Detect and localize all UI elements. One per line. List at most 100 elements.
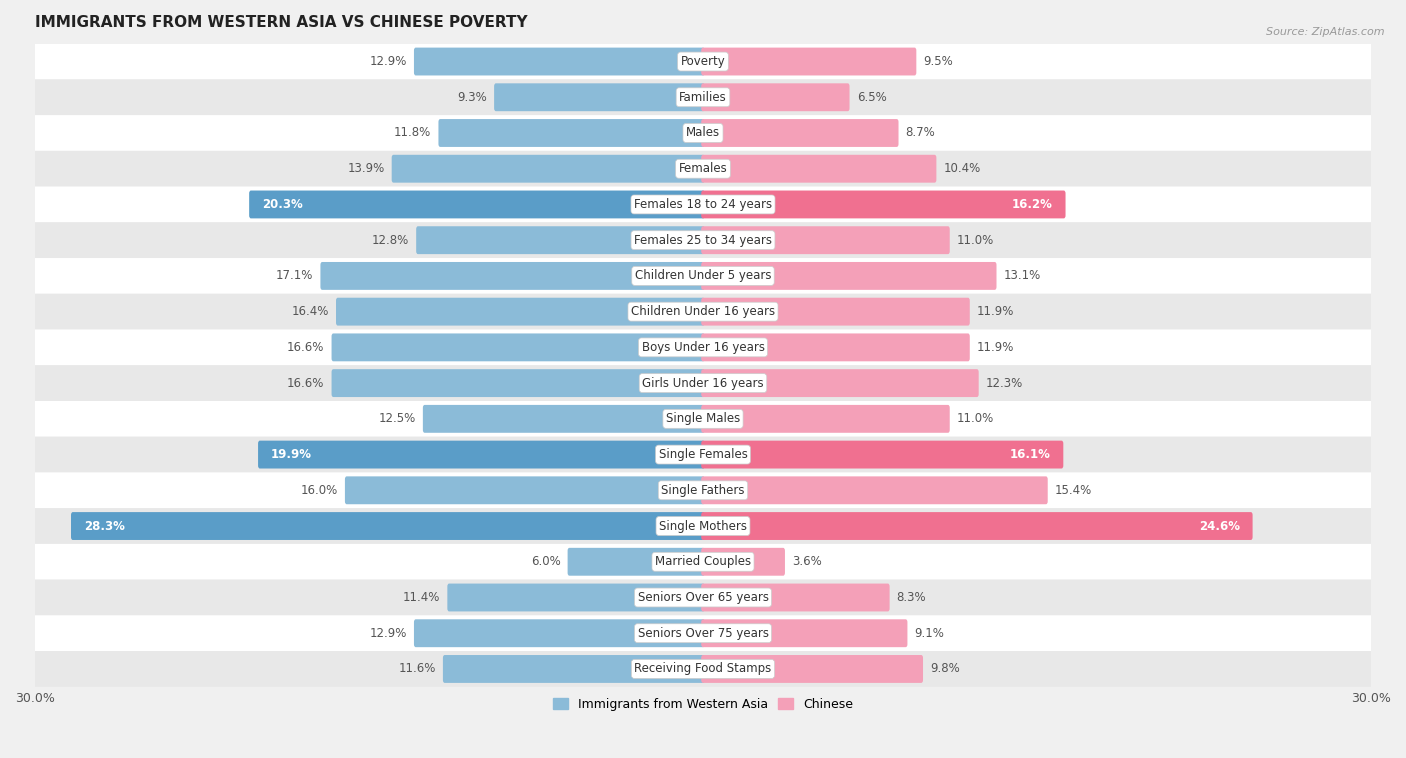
FancyBboxPatch shape [702,619,907,647]
Text: Single Fathers: Single Fathers [661,484,745,496]
Text: Females: Females [679,162,727,175]
FancyBboxPatch shape [35,186,1371,222]
FancyBboxPatch shape [702,405,949,433]
Text: 11.0%: 11.0% [957,233,994,246]
Text: 9.3%: 9.3% [457,91,486,104]
Text: 16.6%: 16.6% [287,377,325,390]
FancyBboxPatch shape [416,226,704,254]
Text: 16.6%: 16.6% [287,341,325,354]
Text: 11.9%: 11.9% [977,305,1014,318]
Text: 9.1%: 9.1% [914,627,945,640]
FancyBboxPatch shape [332,369,704,397]
FancyBboxPatch shape [702,119,898,147]
FancyBboxPatch shape [702,655,922,683]
FancyBboxPatch shape [702,83,849,111]
Text: Source: ZipAtlas.com: Source: ZipAtlas.com [1267,27,1385,36]
FancyBboxPatch shape [494,83,704,111]
Text: 8.7%: 8.7% [905,127,935,139]
FancyBboxPatch shape [35,151,1371,186]
Text: 19.9%: 19.9% [271,448,312,461]
FancyBboxPatch shape [423,405,704,433]
Text: 13.1%: 13.1% [1004,269,1040,283]
FancyBboxPatch shape [702,48,917,76]
FancyBboxPatch shape [321,262,704,290]
Text: 12.3%: 12.3% [986,377,1024,390]
Text: 11.4%: 11.4% [404,591,440,604]
Text: Females 18 to 24 years: Females 18 to 24 years [634,198,772,211]
Text: Males: Males [686,127,720,139]
Text: 12.8%: 12.8% [371,233,409,246]
FancyBboxPatch shape [35,330,1371,365]
Text: Receiving Food Stamps: Receiving Food Stamps [634,662,772,675]
Text: 11.9%: 11.9% [977,341,1014,354]
Text: Children Under 16 years: Children Under 16 years [631,305,775,318]
FancyBboxPatch shape [35,222,1371,258]
Text: 9.5%: 9.5% [924,55,953,68]
FancyBboxPatch shape [702,190,1066,218]
FancyBboxPatch shape [413,48,704,76]
FancyBboxPatch shape [35,437,1371,472]
FancyBboxPatch shape [702,548,785,576]
FancyBboxPatch shape [336,298,704,326]
FancyBboxPatch shape [259,440,704,468]
FancyBboxPatch shape [702,262,997,290]
Text: Single Mothers: Single Mothers [659,519,747,533]
Text: Seniors Over 75 years: Seniors Over 75 years [637,627,769,640]
FancyBboxPatch shape [35,651,1371,687]
Text: 12.5%: 12.5% [378,412,416,425]
FancyBboxPatch shape [35,365,1371,401]
FancyBboxPatch shape [702,298,970,326]
Text: 13.9%: 13.9% [347,162,385,175]
Text: 6.5%: 6.5% [856,91,886,104]
Text: Children Under 5 years: Children Under 5 years [634,269,772,283]
FancyBboxPatch shape [72,512,704,540]
FancyBboxPatch shape [702,584,890,612]
FancyBboxPatch shape [35,115,1371,151]
FancyBboxPatch shape [702,226,949,254]
Text: 28.3%: 28.3% [84,519,125,533]
FancyBboxPatch shape [702,512,1253,540]
Text: 3.6%: 3.6% [792,556,823,568]
Text: Single Females: Single Females [658,448,748,461]
FancyBboxPatch shape [702,369,979,397]
FancyBboxPatch shape [249,190,704,218]
Text: 9.8%: 9.8% [931,662,960,675]
Text: 11.8%: 11.8% [394,127,432,139]
Text: Boys Under 16 years: Boys Under 16 years [641,341,765,354]
Text: 16.4%: 16.4% [291,305,329,318]
Text: 15.4%: 15.4% [1054,484,1092,496]
FancyBboxPatch shape [35,615,1371,651]
Text: Single Males: Single Males [666,412,740,425]
FancyBboxPatch shape [702,440,1063,468]
FancyBboxPatch shape [439,119,704,147]
Text: IMMIGRANTS FROM WESTERN ASIA VS CHINESE POVERTY: IMMIGRANTS FROM WESTERN ASIA VS CHINESE … [35,15,527,30]
FancyBboxPatch shape [447,584,704,612]
FancyBboxPatch shape [702,155,936,183]
Text: 12.9%: 12.9% [370,627,406,640]
FancyBboxPatch shape [702,334,970,362]
FancyBboxPatch shape [35,44,1371,80]
FancyBboxPatch shape [413,619,704,647]
FancyBboxPatch shape [344,476,704,504]
FancyBboxPatch shape [35,472,1371,508]
Text: 24.6%: 24.6% [1199,519,1240,533]
FancyBboxPatch shape [35,80,1371,115]
Text: Seniors Over 65 years: Seniors Over 65 years [637,591,769,604]
FancyBboxPatch shape [332,334,704,362]
FancyBboxPatch shape [392,155,704,183]
Text: Girls Under 16 years: Girls Under 16 years [643,377,763,390]
Text: 11.6%: 11.6% [398,662,436,675]
Text: 16.2%: 16.2% [1012,198,1053,211]
Text: 17.1%: 17.1% [276,269,314,283]
FancyBboxPatch shape [35,401,1371,437]
Text: 12.9%: 12.9% [370,55,406,68]
FancyBboxPatch shape [702,476,1047,504]
Text: Females 25 to 34 years: Females 25 to 34 years [634,233,772,246]
FancyBboxPatch shape [35,508,1371,544]
FancyBboxPatch shape [568,548,704,576]
FancyBboxPatch shape [443,655,704,683]
Text: 11.0%: 11.0% [957,412,994,425]
Text: Poverty: Poverty [681,55,725,68]
Text: 20.3%: 20.3% [262,198,302,211]
FancyBboxPatch shape [35,294,1371,330]
